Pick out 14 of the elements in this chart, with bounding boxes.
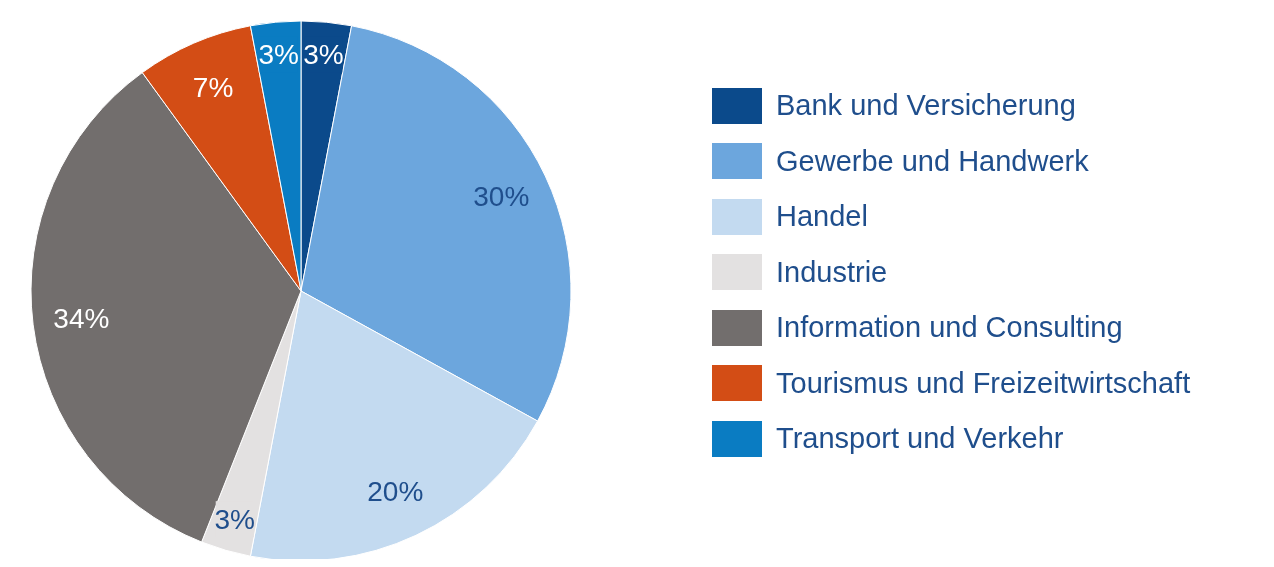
- data-label: 34%: [53, 303, 110, 335]
- legend-label: Information und Consulting: [776, 311, 1123, 345]
- data-label: 7%: [192, 72, 234, 104]
- data-label: 30%: [473, 181, 530, 213]
- legend-label: Industrie: [776, 255, 888, 289]
- data-label: 20%: [367, 475, 424, 507]
- legend-label: Gewerbe und Handwerk: [776, 144, 1089, 178]
- legend-label: Transport und Verkehr: [776, 422, 1064, 456]
- data-label: 3%: [303, 38, 344, 70]
- legend-label: Handel: [776, 200, 868, 234]
- legend-label: Tourismus und Freizeitwirtschaft: [776, 366, 1191, 400]
- legend-label: Bank und Versicherung: [776, 89, 1076, 123]
- data-label: 3%: [214, 503, 255, 535]
- data-label: 3%: [258, 38, 299, 70]
